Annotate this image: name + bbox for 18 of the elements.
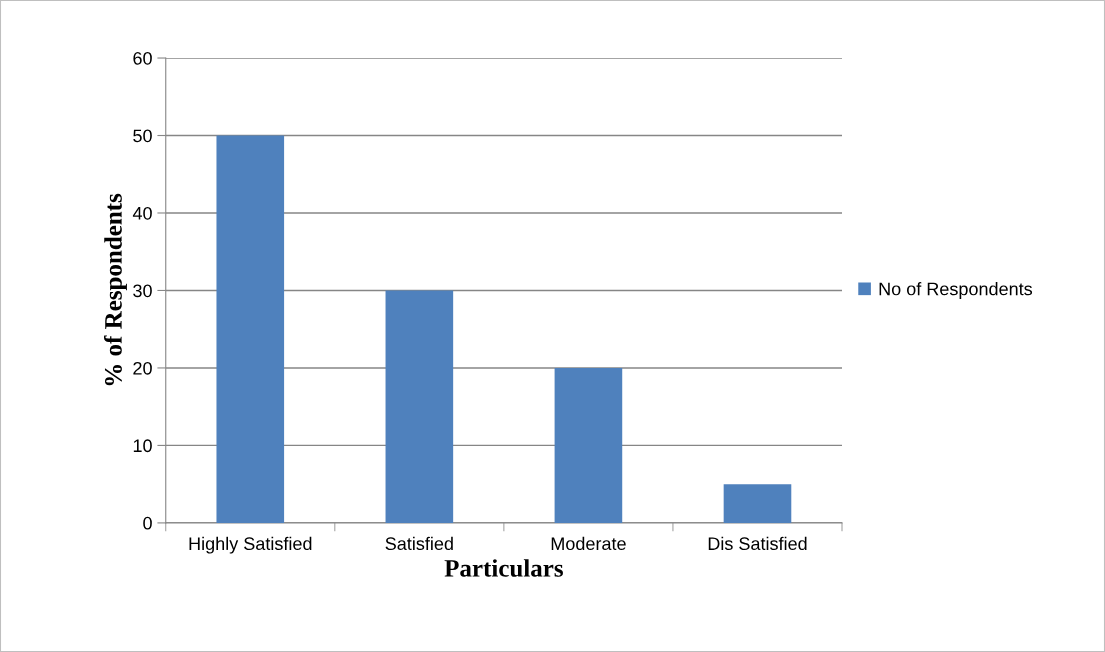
y-tick-label: 30 <box>133 284 152 298</box>
y-tick-label: 0 <box>143 516 152 530</box>
x-axis-title: Particulars <box>444 559 563 577</box>
y-axis-title: % of Respondents <box>103 193 127 386</box>
x-tick-label: Moderate <box>551 536 626 551</box>
y-tick-label: 40 <box>132 206 152 220</box>
bar <box>216 135 285 523</box>
bar <box>385 290 454 523</box>
x-tick-label: Highly Satisfied <box>189 536 312 554</box>
y-tick-label: 60 <box>133 51 152 65</box>
x-tick-label: Dis Satisfied <box>708 536 807 551</box>
bar <box>554 367 623 523</box>
y-tick-label: 10 <box>133 439 152 453</box>
x-tick-label: Satisfied <box>385 536 453 551</box>
bar <box>723 484 792 523</box>
legend-label: No of Respondents <box>879 282 1033 299</box>
y-tick-label: 20 <box>133 361 152 375</box>
y-tick-label: 50 <box>133 129 152 143</box>
